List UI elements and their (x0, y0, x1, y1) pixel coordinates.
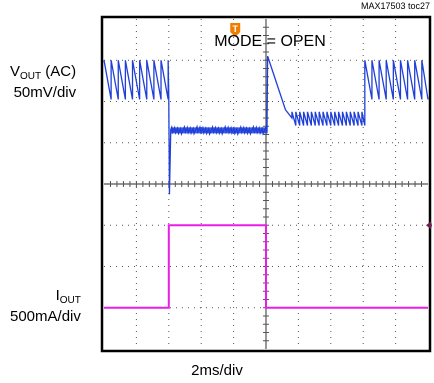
timebase-label: 2ms/div (191, 362, 243, 379)
trigger-marker-label: T (232, 24, 238, 34)
trigger-marker-icon (230, 23, 241, 37)
vout-noise-band (170, 127, 268, 134)
mode-title: MODE = OPEN (214, 33, 326, 50)
channel1-name-prefix: V (10, 63, 21, 80)
channel1-name-suffix: (AC) (41, 63, 77, 80)
channel1-label: VOUT (AC) 50mV/div (10, 62, 76, 102)
channel2-scale: 500mA/div (10, 308, 81, 325)
reference-level-marker-icon (426, 221, 432, 230)
markers: T (230, 23, 432, 230)
channel2-name-subscript: OUT (59, 295, 81, 306)
channel2-label: IOUT 500mA/div (10, 286, 81, 326)
traces (103, 55, 429, 309)
channel1-scale: 50mV/div (13, 84, 77, 101)
iout-trace (104, 224, 428, 309)
plot-frame (100, 15, 432, 353)
channel1-name-subscript: OUT (20, 71, 42, 82)
channel2-name-prefix: I (55, 287, 60, 304)
figure-id: MAX17503 toc27 (360, 1, 430, 11)
